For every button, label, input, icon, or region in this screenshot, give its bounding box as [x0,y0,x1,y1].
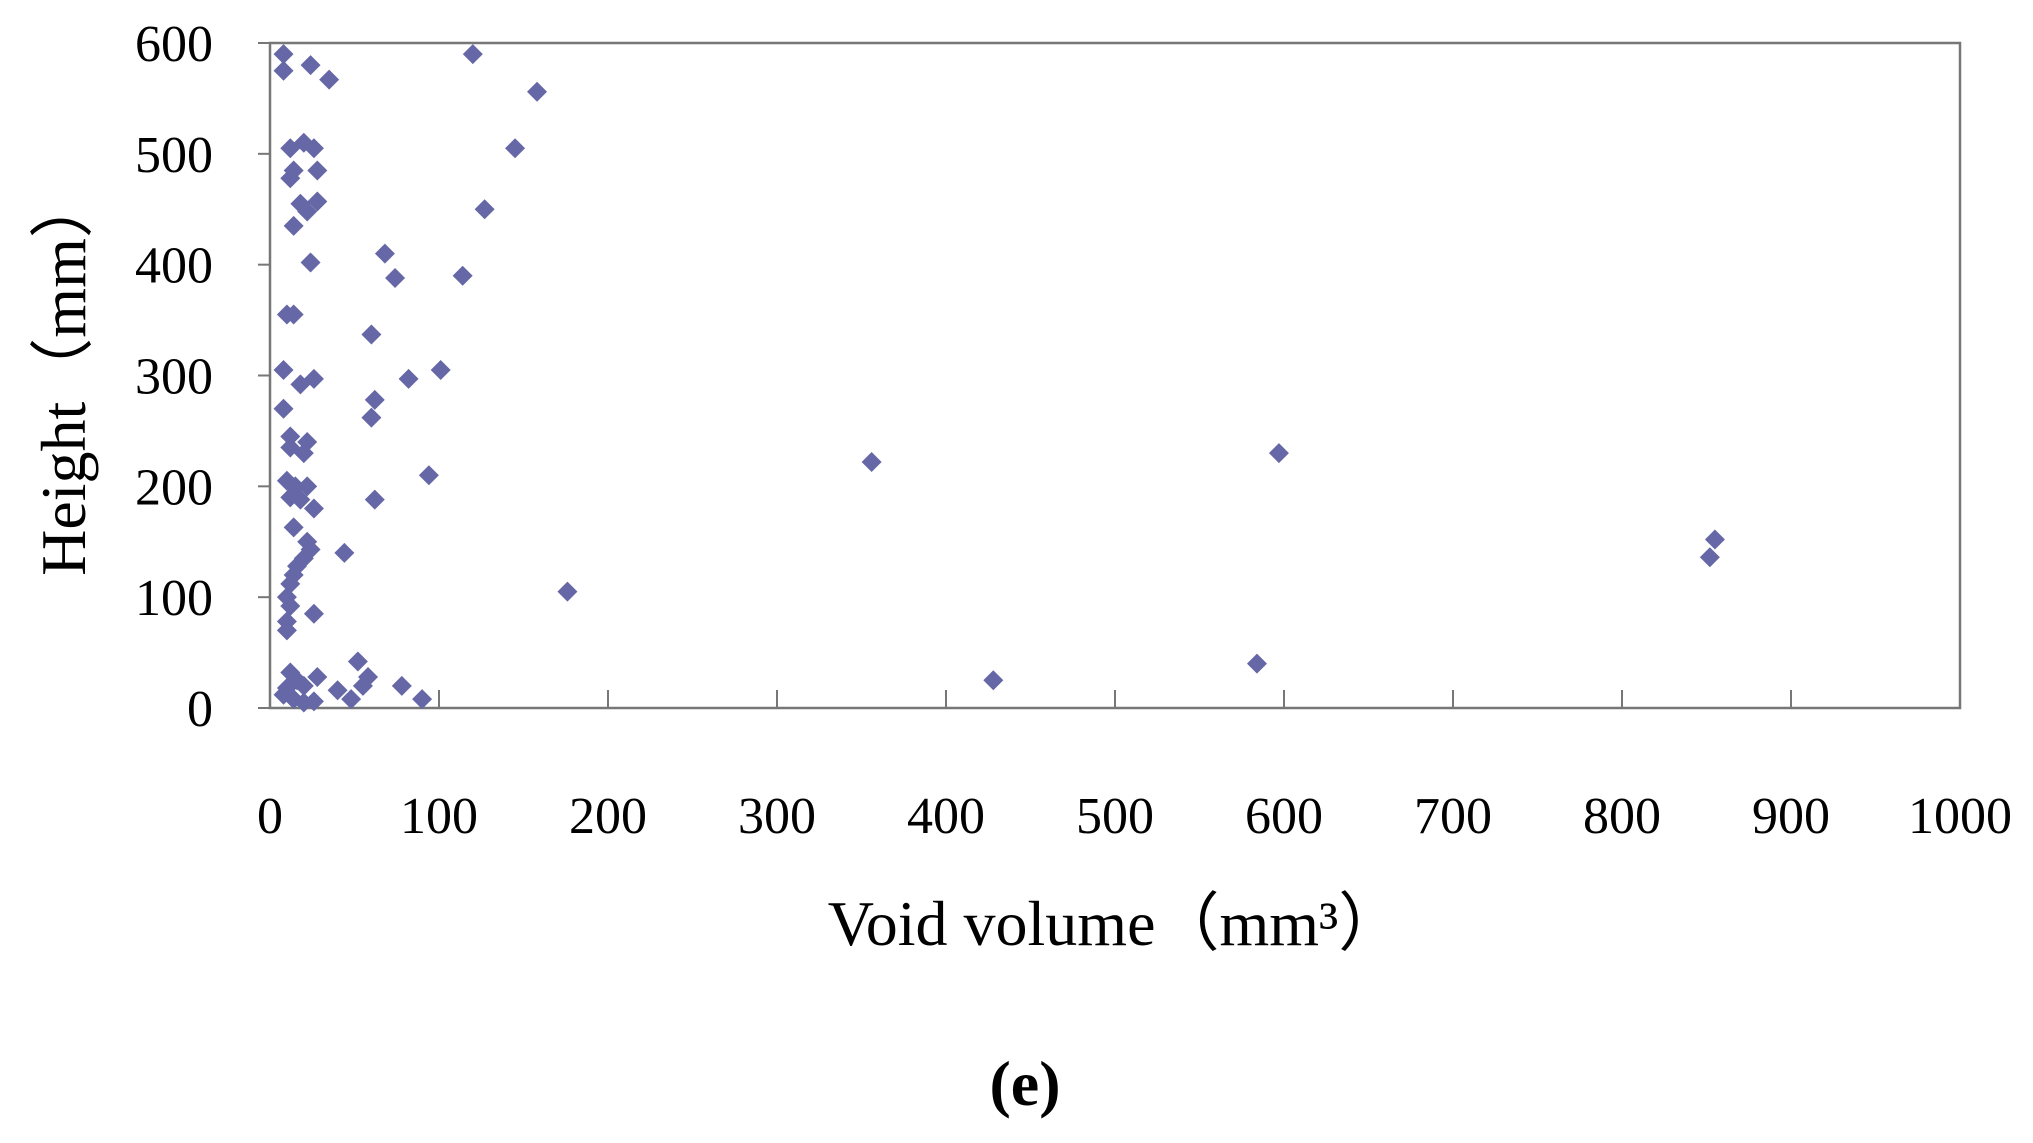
data-point [391,675,412,696]
x-tick-label: 800 [1583,788,1661,845]
data-point [283,304,304,325]
data-point [1268,443,1289,464]
data-point [347,651,368,672]
data-point [297,476,318,497]
x-tick-label: 700 [1414,788,1492,845]
plot-area-frame [268,41,1962,710]
data-point [290,489,311,510]
data-point [364,389,385,410]
data-point [398,368,419,389]
data-point [303,691,324,712]
data-point [307,160,328,181]
data-point [307,191,328,212]
data-point [293,675,314,696]
data-point [430,359,451,380]
data-point [364,489,385,510]
data-point [983,670,1004,691]
data-point [358,666,379,687]
x-tick-label: 100 [400,788,478,845]
y-axis-title: Height（mm） [28,174,99,576]
x-tick-label: 1000 [1908,788,2012,845]
y-tick-label: 300 [135,349,213,406]
x-tick-label: 600 [1245,788,1323,845]
data-point [300,55,321,76]
data-point [1246,653,1267,674]
x-axis-title: Void volume（mm³） [828,888,1402,959]
data-point [374,243,395,264]
data-point [283,215,304,236]
y-tick-label: 600 [135,16,213,73]
data-point [276,620,297,641]
data-point [861,451,882,472]
data-point [300,252,321,273]
data-point [452,265,473,286]
data-point [297,201,318,222]
data-point [303,138,324,159]
x-tick-label: 500 [1076,788,1154,845]
data-point [361,324,382,345]
data-point [280,596,301,617]
x-tick-label: 400 [907,788,985,845]
data-point [307,666,328,687]
panel-label: (e) [989,1048,1060,1119]
data-point [474,199,495,220]
data-point [303,603,324,624]
y-tick-label: 0 [187,681,213,738]
data-point [385,267,406,288]
data-point [557,581,578,602]
y-tick-label: 500 [135,127,213,184]
y-tick-label: 100 [135,570,213,627]
x-axis-ticks: 0 100 200 300 400 500 600 700 800 900 1000 [257,690,2012,845]
data-point [280,168,301,189]
data-points [273,44,1725,713]
data-point [273,60,294,81]
x-tick-label: 0 [257,788,283,845]
data-point [462,44,483,65]
data-point [527,81,548,102]
x-tick-label: 300 [738,788,816,845]
data-point [273,359,294,380]
data-point [319,69,340,90]
data-point [505,138,526,159]
data-point [327,680,348,701]
x-tick-label: 900 [1752,788,1830,845]
data-point [412,689,433,710]
data-point [273,398,294,419]
data-point [273,44,294,65]
data-point [280,426,301,447]
data-point [418,465,439,486]
y-axis-ticks: 0 100 200 300 400 500 600 [135,16,270,738]
data-point [303,368,324,389]
data-point [361,407,382,428]
data-point [334,542,355,563]
data-point [1704,529,1725,550]
data-point [1699,547,1720,568]
data-point [341,689,362,710]
data-point [283,517,304,538]
data-point [293,443,314,464]
x-tick-label: 200 [569,788,647,845]
y-tick-label: 200 [135,459,213,516]
y-tick-label: 400 [135,238,213,295]
data-point [303,498,324,519]
